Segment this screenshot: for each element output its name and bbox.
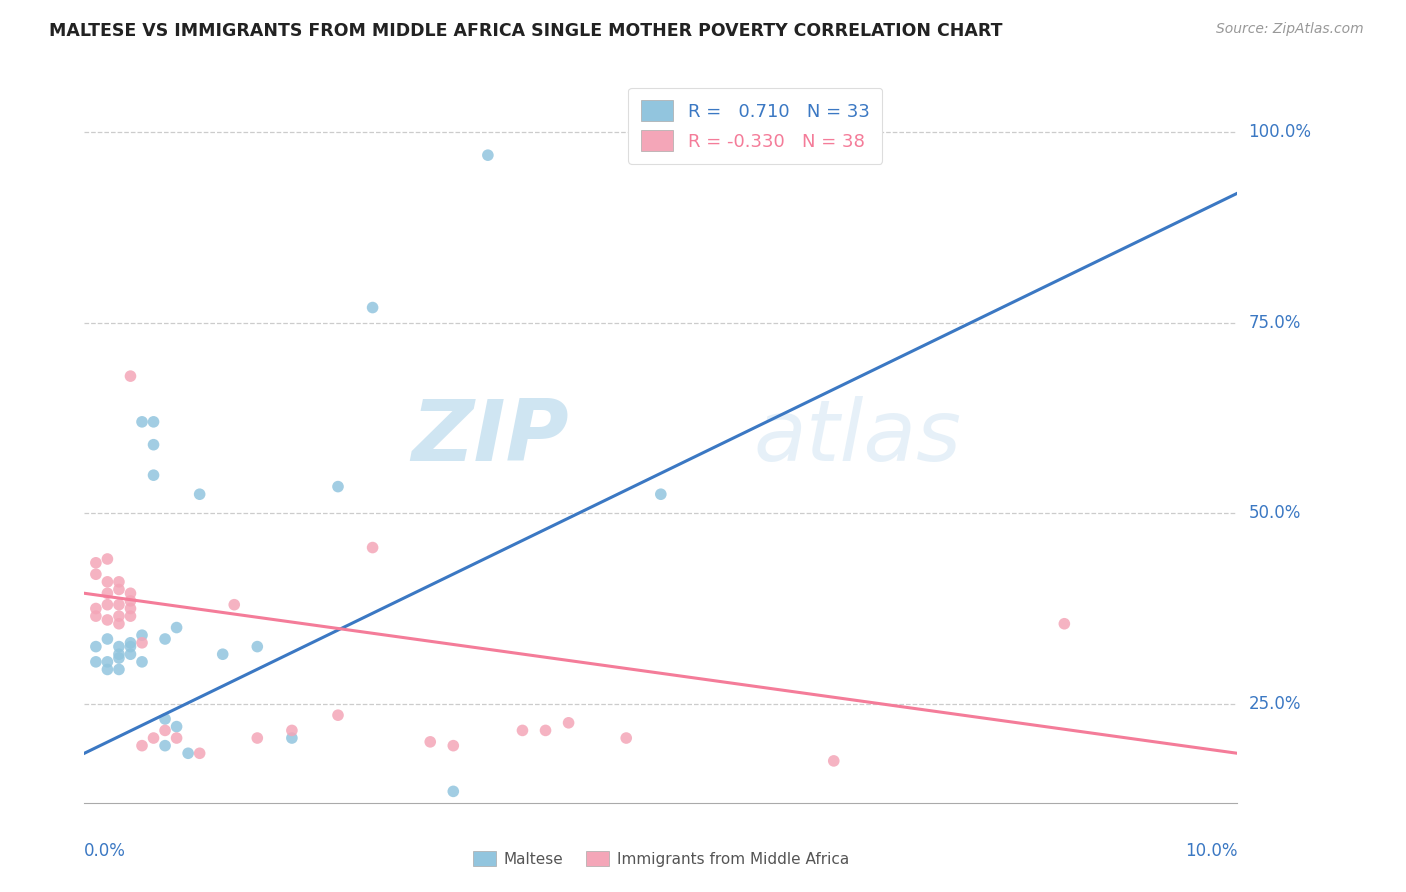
Point xyxy=(477,148,499,162)
Point xyxy=(361,541,384,555)
Point xyxy=(84,567,107,582)
Point xyxy=(224,598,246,612)
Point xyxy=(557,715,579,730)
Text: 100.0%: 100.0% xyxy=(1249,123,1312,141)
Point xyxy=(96,598,118,612)
Point xyxy=(96,663,118,677)
Text: Source: ZipAtlas.com: Source: ZipAtlas.com xyxy=(1216,22,1364,37)
Text: 50.0%: 50.0% xyxy=(1249,504,1301,523)
Point xyxy=(142,438,165,452)
Point xyxy=(131,636,153,650)
Point xyxy=(108,663,131,677)
Point xyxy=(1053,616,1076,631)
Point xyxy=(84,609,107,624)
Text: 10.0%: 10.0% xyxy=(1185,842,1237,860)
Point xyxy=(281,723,304,738)
Point xyxy=(246,640,269,654)
Point xyxy=(142,415,165,429)
Point xyxy=(153,739,176,753)
Point xyxy=(108,574,131,589)
Point xyxy=(153,712,176,726)
Text: ZIP: ZIP xyxy=(411,395,568,479)
Text: 75.0%: 75.0% xyxy=(1249,314,1301,332)
Text: MALTESE VS IMMIGRANTS FROM MIDDLE AFRICA SINGLE MOTHER POVERTY CORRELATION CHART: MALTESE VS IMMIGRANTS FROM MIDDLE AFRICA… xyxy=(49,22,1002,40)
Point xyxy=(441,784,464,798)
Point xyxy=(281,731,304,745)
Point xyxy=(361,301,384,315)
Point xyxy=(650,487,672,501)
Point xyxy=(614,731,637,745)
Text: 0.0%: 0.0% xyxy=(84,842,127,860)
Point xyxy=(120,647,142,661)
Point xyxy=(120,609,142,624)
Point xyxy=(96,613,118,627)
Point xyxy=(326,480,349,494)
Point xyxy=(153,632,176,646)
Text: 25.0%: 25.0% xyxy=(1249,695,1301,713)
Point xyxy=(441,739,464,753)
Point xyxy=(108,598,131,612)
Point xyxy=(84,556,107,570)
Point xyxy=(96,574,118,589)
Point xyxy=(142,468,165,483)
Point xyxy=(211,647,233,661)
Point xyxy=(512,723,534,738)
Point xyxy=(823,754,845,768)
Point xyxy=(142,731,165,745)
Point xyxy=(120,594,142,608)
Point xyxy=(534,723,557,738)
Point xyxy=(108,616,131,631)
Point xyxy=(108,651,131,665)
Point xyxy=(96,586,118,600)
Point xyxy=(84,640,107,654)
Point xyxy=(84,601,107,615)
Point xyxy=(96,632,118,646)
Point xyxy=(326,708,349,723)
Point xyxy=(84,655,107,669)
Point xyxy=(153,723,176,738)
Point xyxy=(131,628,153,642)
Point xyxy=(120,586,142,600)
Point xyxy=(108,582,131,597)
Point xyxy=(246,731,269,745)
Point xyxy=(166,731,188,745)
Point xyxy=(188,746,211,760)
Point xyxy=(166,720,188,734)
Point xyxy=(108,640,131,654)
Point xyxy=(188,487,211,501)
Legend: Maltese, Immigrants from Middle Africa: Maltese, Immigrants from Middle Africa xyxy=(472,851,849,867)
Point xyxy=(120,636,142,650)
Point xyxy=(166,621,188,635)
Point xyxy=(108,609,131,624)
Point xyxy=(120,640,142,654)
Point xyxy=(108,647,131,661)
Point xyxy=(96,655,118,669)
Point xyxy=(131,739,153,753)
Text: atlas: atlas xyxy=(754,395,962,479)
Point xyxy=(419,735,441,749)
Point xyxy=(131,415,153,429)
Point xyxy=(177,746,200,760)
Point xyxy=(120,369,142,384)
Point xyxy=(131,655,153,669)
Point xyxy=(120,601,142,615)
Point xyxy=(96,552,118,566)
